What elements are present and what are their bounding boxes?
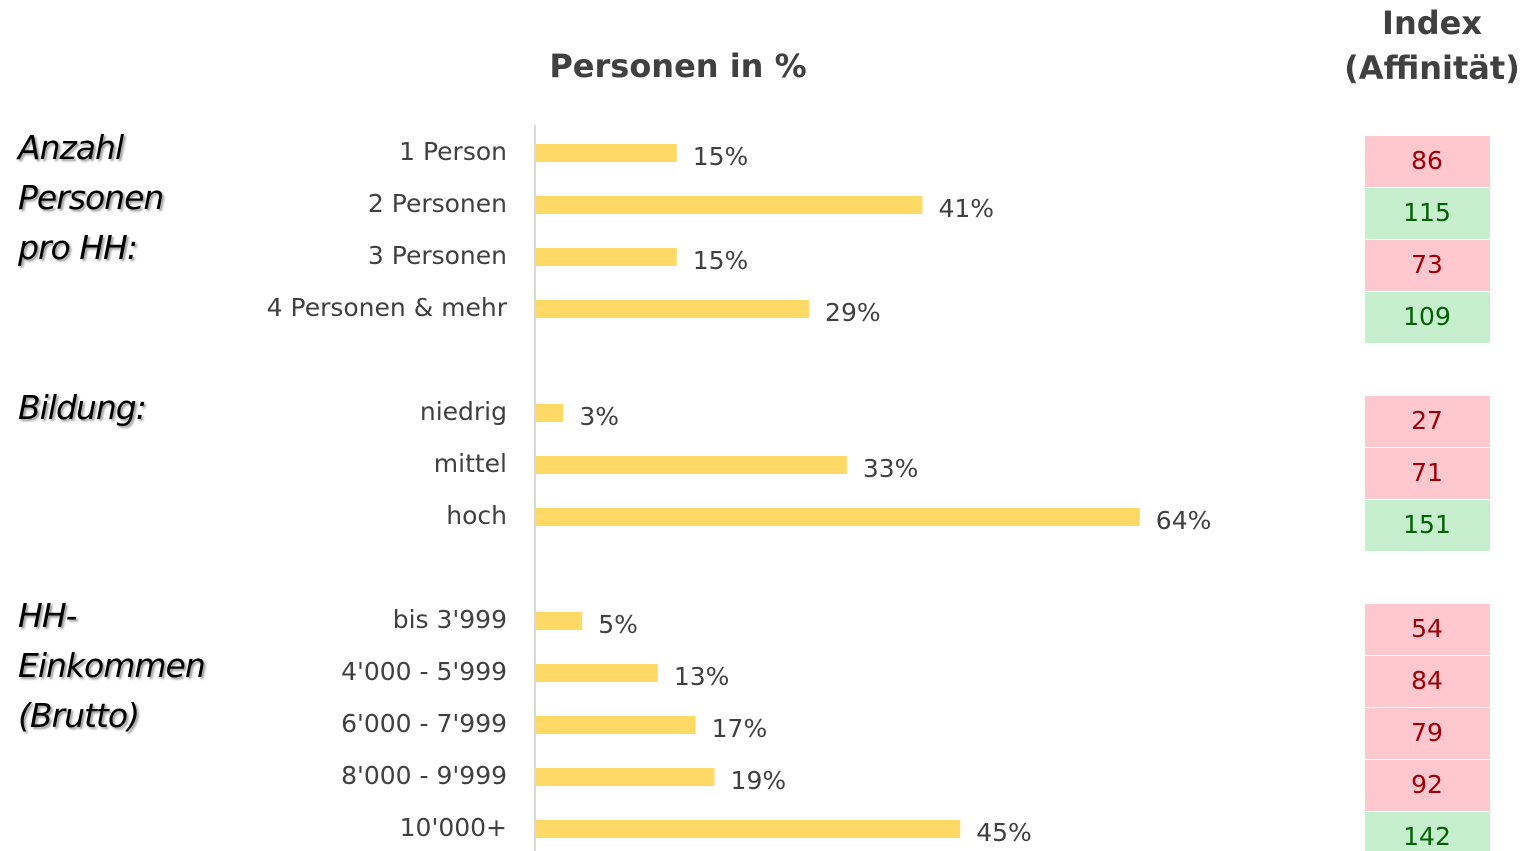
group-label: HH-Einkommen (Brutto) <box>18 596 206 735</box>
category-label: 6'000 - 7'999 <box>341 709 507 738</box>
index-cell <box>1365 760 1490 811</box>
index-cell <box>1365 656 1490 707</box>
index-value: 27 <box>1411 406 1443 435</box>
category-label: bis 3'999 <box>393 605 507 634</box>
category-label: 4'000 - 5'999 <box>341 657 507 686</box>
index-value: 71 <box>1411 458 1443 487</box>
index-value: 109 <box>1403 302 1451 331</box>
index-value: 54 <box>1411 614 1443 643</box>
category-label: niedrig <box>420 397 507 426</box>
index-value: 86 <box>1411 146 1443 175</box>
bar <box>535 664 658 682</box>
index-title: (Affinität) <box>1344 49 1520 87</box>
index-cell <box>1365 448 1490 499</box>
bar <box>535 612 583 630</box>
index-cell <box>1365 604 1490 655</box>
bar <box>535 716 696 734</box>
index-cell <box>1365 136 1490 187</box>
index-cell <box>1365 396 1490 447</box>
index-value: 142 <box>1403 822 1451 851</box>
value-label: 33% <box>863 454 919 483</box>
index-cell <box>1365 292 1490 343</box>
category-label: 1 Person <box>399 137 507 166</box>
bar <box>535 508 1140 526</box>
index-cell <box>1365 812 1490 851</box>
category-label: hoch <box>446 501 507 530</box>
category-label: mittel <box>434 449 507 478</box>
category-label: 10'000+ <box>400 813 507 842</box>
index-cell <box>1365 500 1490 551</box>
value-label: 5% <box>598 610 638 639</box>
index-value: 151 <box>1403 510 1451 539</box>
value-label: 19% <box>731 766 787 795</box>
group-label: Bildung: <box>18 388 147 427</box>
value-label: 15% <box>693 142 749 171</box>
index-cell <box>1365 708 1490 759</box>
bar <box>535 404 564 422</box>
value-label: 45% <box>976 818 1032 847</box>
bar <box>535 300 810 318</box>
value-label: 64% <box>1156 506 1212 535</box>
bar <box>535 456 847 474</box>
value-label: 17% <box>712 714 768 743</box>
index-cell <box>1365 240 1490 291</box>
index-cell <box>1365 188 1490 239</box>
value-label: 3% <box>579 402 619 431</box>
index-value: 84 <box>1411 666 1443 695</box>
chart-title: Personen in % <box>549 47 806 85</box>
value-label: 41% <box>938 194 994 223</box>
value-label: 13% <box>674 662 730 691</box>
bar <box>535 768 715 786</box>
category-label: 3 Personen <box>368 241 507 270</box>
value-label: 15% <box>693 246 749 275</box>
index-value: 79 <box>1411 718 1443 747</box>
group-label: Anzahl Personen pro HH: <box>18 128 164 267</box>
category-label: 4 Personen & mehr <box>267 293 508 322</box>
category-label: 8'000 - 9'999 <box>341 761 507 790</box>
index-title: Index <box>1382 4 1482 42</box>
index-value: 115 <box>1403 198 1451 227</box>
bar <box>535 144 677 162</box>
category-label: 2 Personen <box>368 189 507 218</box>
bar <box>535 248 677 266</box>
value-label: 29% <box>825 298 881 327</box>
index-value: 92 <box>1411 770 1443 799</box>
bar <box>535 820 961 838</box>
bar <box>535 196 923 214</box>
index-value: 73 <box>1411 250 1443 279</box>
